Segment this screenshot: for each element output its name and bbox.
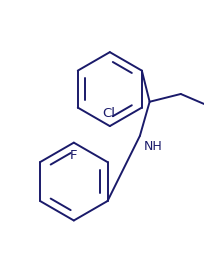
Text: Cl: Cl <box>102 107 115 120</box>
Text: F: F <box>70 149 77 162</box>
Text: NH: NH <box>143 140 162 153</box>
